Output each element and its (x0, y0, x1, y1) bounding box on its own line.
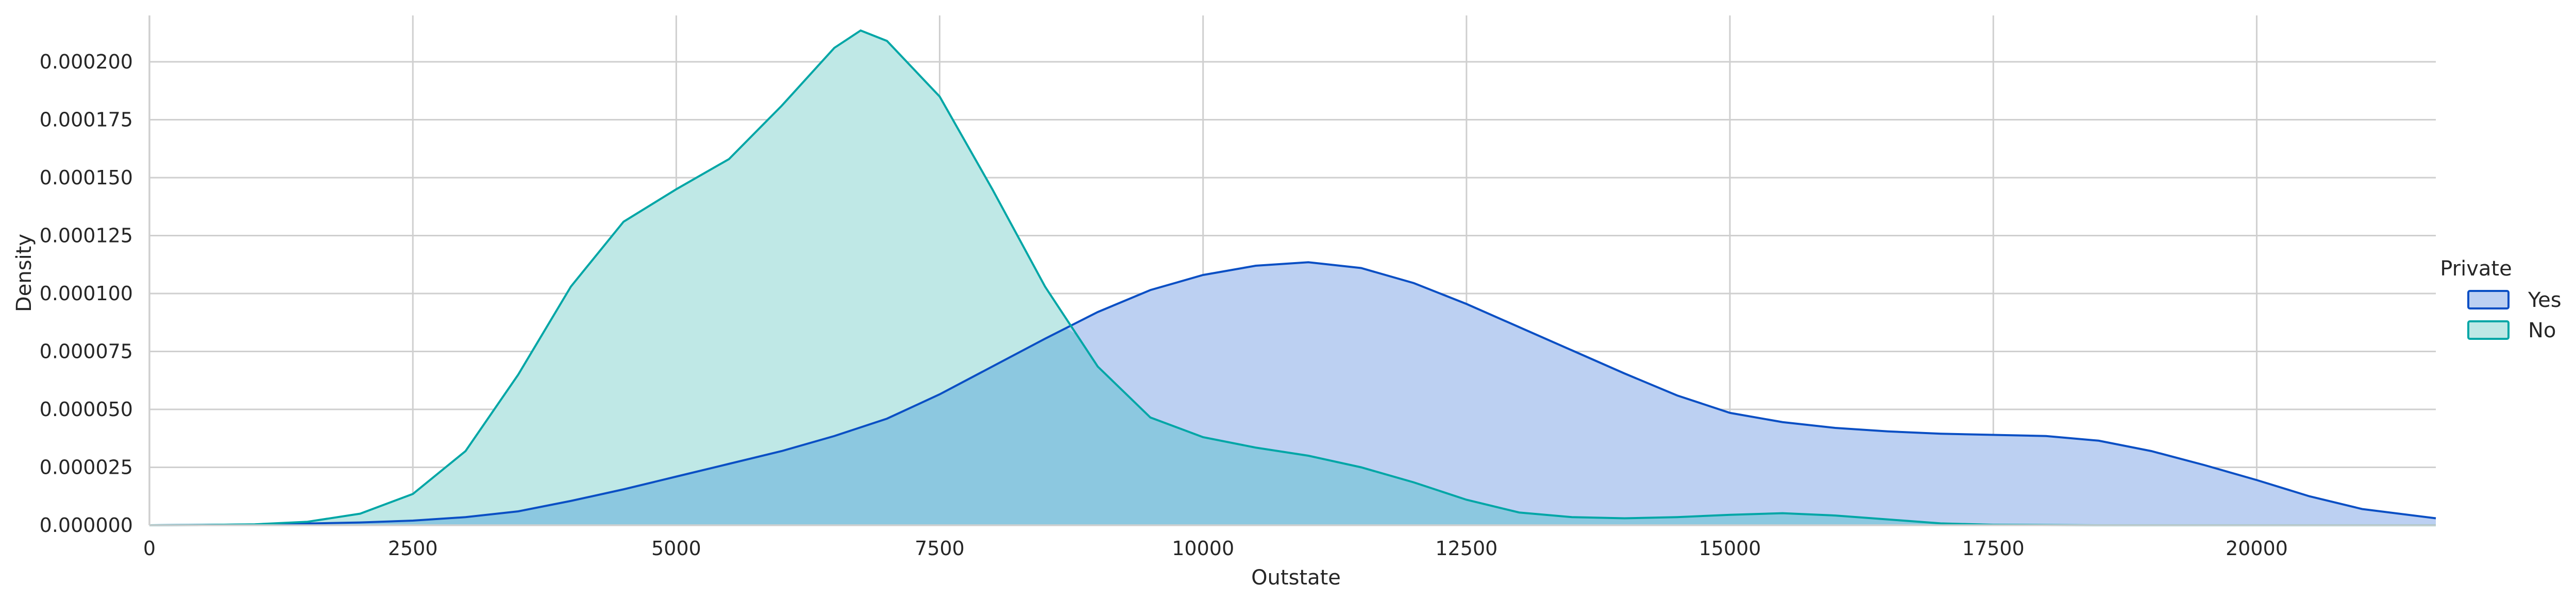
density-area-no (149, 30, 2436, 525)
legend-label-yes: Yes (2528, 288, 2562, 312)
x-tick-labels: 0 2500 5000 7500 10000 12500 15000 17500 20000 (143, 537, 2288, 560)
density-line-yes (149, 261, 2436, 526)
y-tick-label: 0.000100 (40, 282, 133, 305)
y-tick-label: 0.000200 (40, 50, 133, 73)
axes (148, 15, 2436, 526)
x-tick-label: 17500 (1962, 537, 2025, 560)
y-tick-label: 0.000125 (40, 225, 133, 247)
x-tick-label: 5000 (651, 537, 701, 560)
x-tick-label: 2500 (388, 537, 438, 560)
y-tick-label: 0.000150 (40, 166, 133, 189)
y-tick-label: 0.000000 (40, 514, 133, 537)
x-tick-label: 7500 (915, 537, 965, 560)
legend-title: Private (2440, 257, 2512, 281)
x-tick-label: 10000 (1172, 537, 1234, 560)
x-tick-label: 0 (143, 537, 156, 560)
x-tick-label: 15000 (1699, 537, 1761, 560)
legend-swatch-no (2467, 320, 2510, 340)
density-line-no (149, 29, 2436, 526)
density-overlap-area (149, 328, 2436, 525)
y-tick-label: 0.000025 (40, 456, 133, 479)
density-areas (149, 29, 2436, 526)
y-tick-labels: 0.000000 0.000025 0.000050 0.000075 0.000100… (40, 50, 133, 537)
y-tick-label: 0.000175 (40, 109, 133, 131)
y-tick-label: 0.000075 (40, 340, 133, 363)
legend-label-no: No (2528, 319, 2556, 342)
legend-swatch-yes (2467, 290, 2510, 309)
x-tick-label: 20000 (2226, 537, 2288, 560)
y-axis-label: Density (12, 234, 36, 312)
x-tick-label: 12500 (1435, 537, 1497, 560)
y-tick-label: 0.000050 (40, 398, 133, 421)
legend: Private Yes No (2440, 257, 2561, 342)
density-area-yes (149, 262, 2436, 525)
x-axis-label: Outstate (1251, 566, 1341, 590)
